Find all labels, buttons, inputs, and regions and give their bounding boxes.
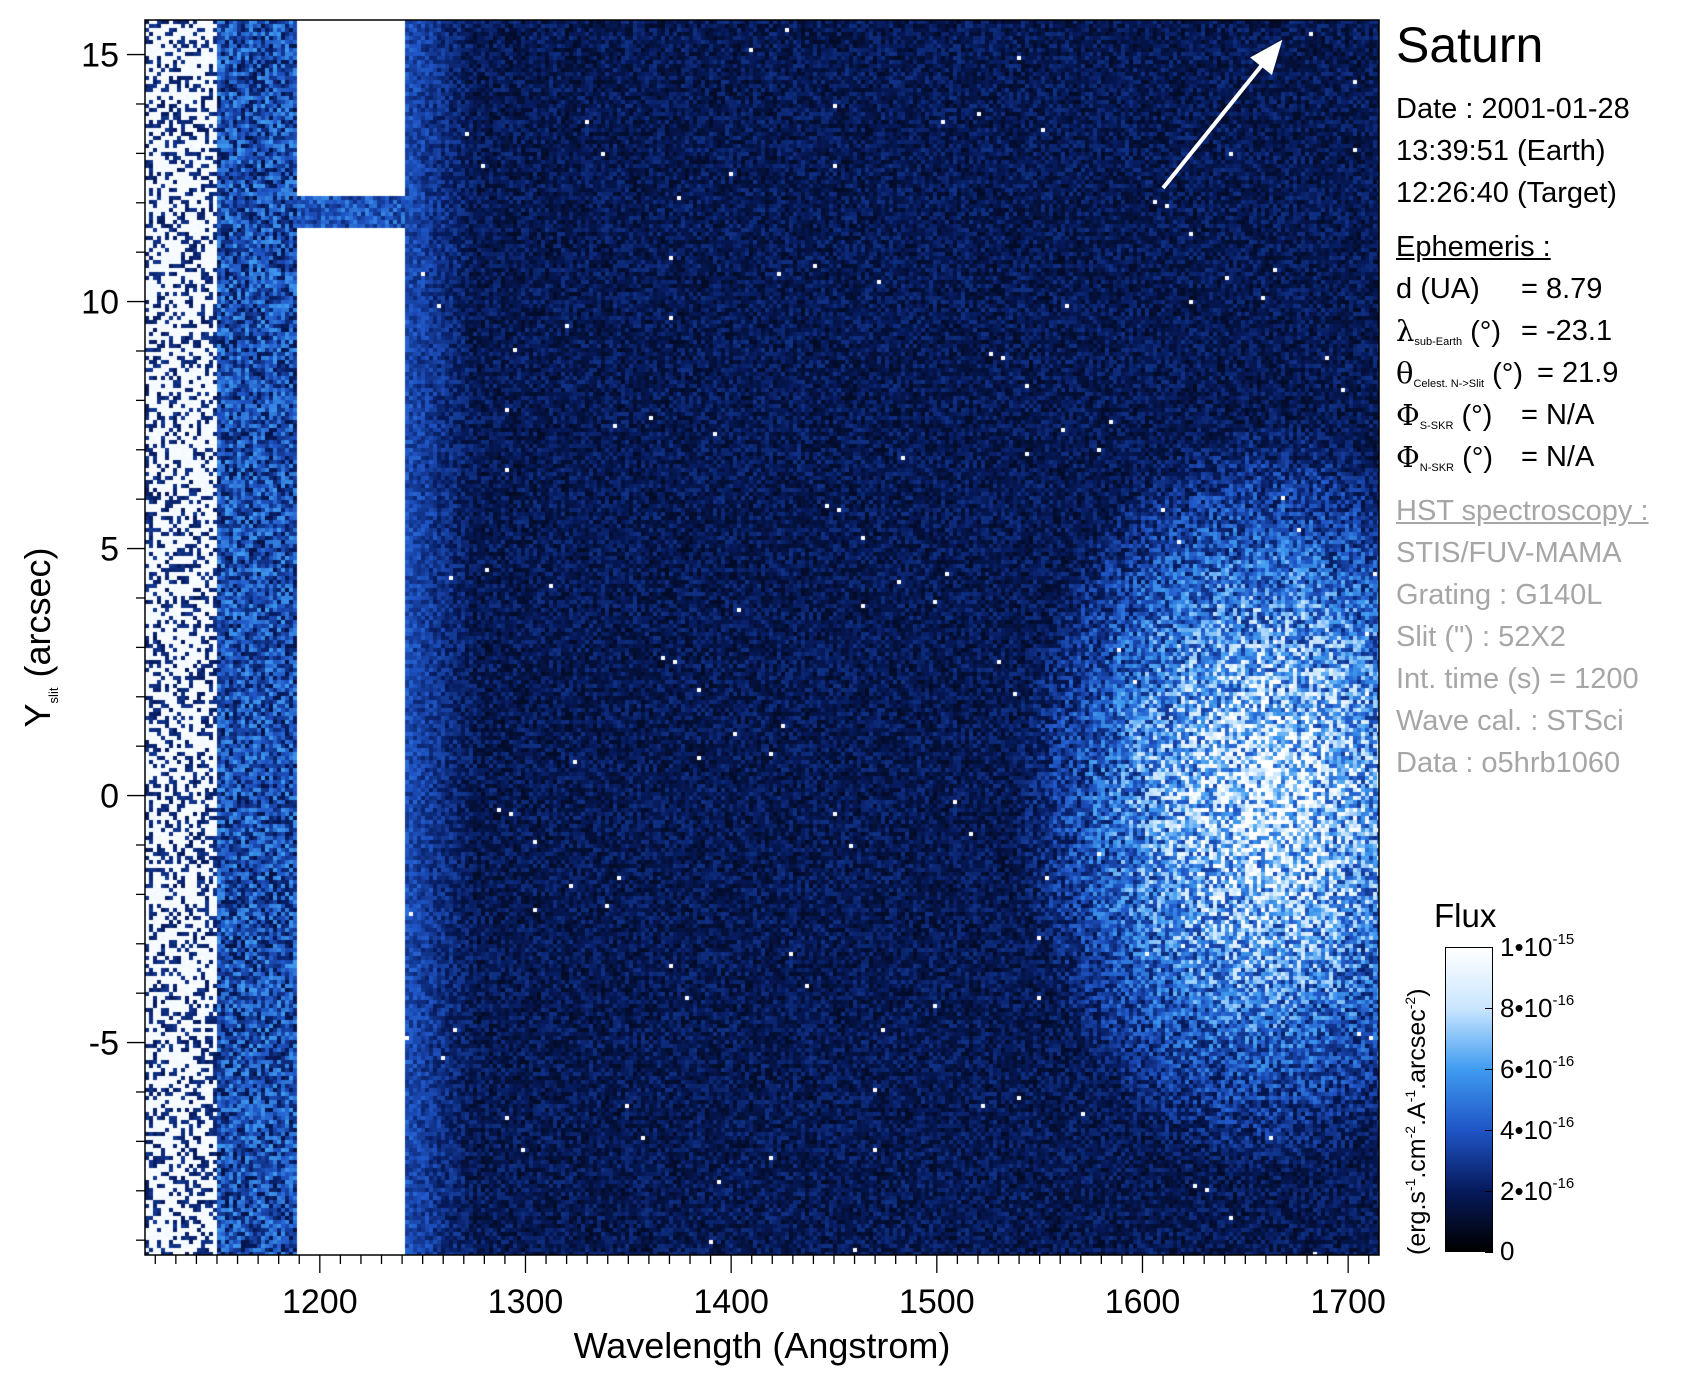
colorbar-unit-part: -1 [1402,1089,1418,1103]
colorbar-tick-label: 4•10-16 [1500,1114,1575,1145]
ephemeris-label: θCelest. N->Slit (°) [1396,352,1523,405]
y-axis-label: Yslit (arcsec) [17,548,61,728]
colorbar-tick [1485,1130,1493,1131]
y-tick-label: -5 [89,1025,119,1063]
spectrum-heatmap [145,20,1379,1255]
ephemeris-row: θCelest. N->Slit (°) = 21.9 [1396,352,1681,394]
ephemeris-symbol: Φ [1396,398,1420,432]
ephemeris-label: d (UA) [1396,268,1480,310]
info-panel: Saturn Date : 2001-01-28 13:39:51 (Earth… [1396,14,1681,784]
ephemeris-unit: (UA) [1412,273,1480,305]
hst-line: Data : o5hrb1060 [1396,747,1621,779]
target-title: Saturn [1396,17,1544,73]
hst-list: STIS/FUV-MAMA Grating : G140L Slit (") : 5… [1396,532,1681,784]
arrow-head [1250,39,1283,76]
x-tick-label: 1200 [282,1283,358,1321]
ephemeris-symbol: θ [1396,356,1414,390]
ephemeris-value: = -23.1 [1521,315,1613,347]
ephemeris-label: ΦS-SKR (°) [1396,394,1492,447]
ephemeris-unit: (°) [1462,316,1502,348]
x-tick-label: 1500 [899,1283,975,1321]
colorbar-tick [1485,1252,1493,1253]
hst-heading: HST spectroscopy : [1396,495,1649,527]
axis-ticks [127,19,1380,1273]
colorbar-unit-part: -2 [1402,1125,1418,1139]
ephemeris-value: = N/A [1521,441,1595,473]
ephemeris-value: = 8.79 [1521,273,1603,305]
colorbar-tick-label: 1•10-15 [1500,931,1575,962]
date-line: Date : 2001-01-28 [1396,93,1630,125]
x-tick-label: 1700 [1310,1283,1386,1321]
ephemeris-unit: (°) [1454,442,1493,474]
ephemeris-row: λsub-Earth (°) = -23.1 [1396,310,1681,352]
x-tick-label: 1400 [693,1283,769,1321]
colorbar-tick-label: 6•10-16 [1500,1053,1575,1084]
ephemeris-row: ΦN-SKR (°) = N/A [1396,436,1681,478]
colorbar-tick-label: 8•10-16 [1500,992,1575,1023]
colorbar-title: Flux [1434,897,1497,934]
colorbar-unit-part: -2 [1402,996,1418,1010]
colorbar-unit-part: (erg.s [1403,1191,1431,1255]
spectrum-image-area [145,20,1379,1255]
colorbar-unit-part: .arcsec [1403,1009,1431,1090]
colorbar-tick-label: 0 [1500,1236,1515,1266]
ephemeris-symbol: λ [1396,314,1415,348]
ephemeris-value: = N/A [1521,399,1595,431]
ephemeris-subscript: N-SKR [1419,462,1455,474]
x-tick-label: 1300 [488,1283,564,1321]
plot-frame [144,19,1380,1256]
colorbar-unit-part: .A [1403,1102,1431,1126]
target-time: 12:26:40 (Target) [1396,177,1617,209]
ephemeris-row: ΦS-SKR (°) = N/A [1396,394,1681,436]
ephemeris-symbol: Φ [1396,440,1420,474]
colorbar [1445,947,1493,1252]
ephemeris-label: λsub-Earth (°) [1396,310,1501,363]
ephemeris-subscript: sub-Earth [1414,336,1463,348]
colorbar-tick [1485,1069,1493,1070]
y-tick-label: 0 [100,778,119,816]
earth-time: 13:39:51 (Earth) [1396,135,1606,167]
colorbar-tick [1485,1191,1493,1192]
hst-line: Int. time (s) = 1200 [1396,663,1639,695]
y-tick-label: 15 [81,37,119,75]
colorbar-unit: (erg.s-1.cm-2.A-1.arcsec-2) [1402,988,1432,1255]
colorbar-unit-part: -1 [1402,1178,1418,1192]
colorbar-tick [1485,947,1493,948]
ephemeris-symbol: d [1396,273,1413,305]
colorbar-tick [1485,1008,1493,1009]
y-axis-label-unit: (arcsec) [17,548,58,678]
ephemeris-label: ΦN-SKR (°) [1396,436,1493,489]
x-tick-label: 1600 [1105,1283,1181,1321]
arrow-shaft [1161,56,1270,190]
y-axis-label-main: Y [17,703,58,727]
ephemeris-value: = 21.9 [1537,357,1619,389]
hst-line: Wave cal. : STSci [1396,705,1624,737]
ephemeris-heading: Ephemeris : [1396,231,1551,263]
ephemeris-row: d (UA) = 8.79 [1396,268,1681,310]
hst-line: Grating : G140L [1396,579,1603,611]
colorbar-unit-part: .cm [1403,1138,1431,1179]
y-tick-label: 5 [100,531,119,569]
hst-line: STIS/FUV-MAMA [1396,537,1622,569]
north-arrow [1161,39,1283,190]
ephemeris-unit: (°) [1484,358,1524,390]
y-tick-label: 10 [81,284,119,322]
colorbar-unit-part: ) [1403,988,1431,997]
ephemeris-list: d (UA) = 8.79 λsub-Earth (°) = -23.1 θCelest… [1396,268,1681,478]
x-axis-label: Wavelength (Angstrom) [574,1325,951,1366]
ephemeris-subscript: S-SKR [1419,420,1454,432]
ephemeris-subscript: Celest. N->Slit [1413,378,1485,390]
colorbar-tick-label: 2•10-16 [1500,1175,1575,1206]
y-axis-label-sub: slit [46,687,61,703]
axis-tick-labels: 1200 1300 1400 1500 1600 1700 -5 0 5 10 15 [81,37,1386,1321]
ephemeris-unit: (°) [1453,400,1493,432]
hst-line: Slit (") : 52X2 [1396,621,1566,653]
